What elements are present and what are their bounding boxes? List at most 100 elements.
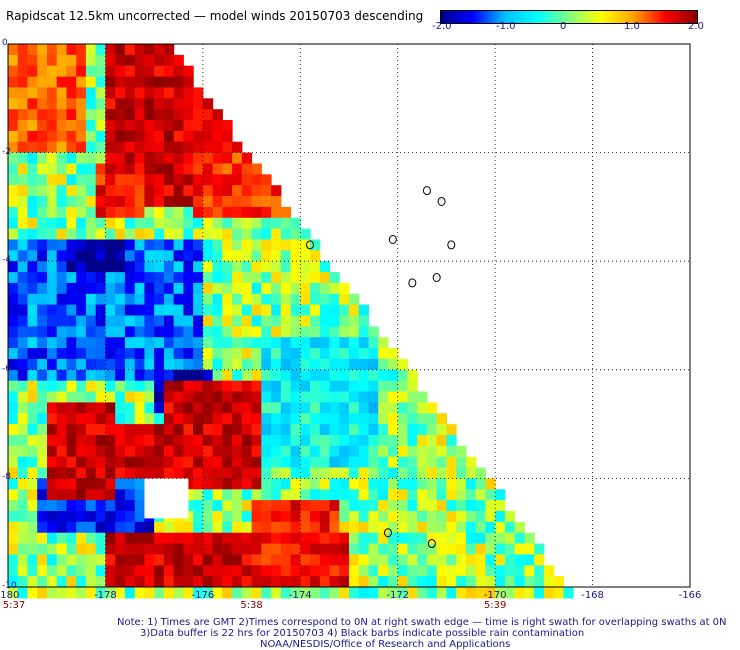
heat-cell xyxy=(310,500,321,512)
heat-cell xyxy=(417,435,428,447)
heat-cell xyxy=(251,261,262,273)
heat-cell xyxy=(300,565,311,577)
heat-cell xyxy=(310,272,321,284)
heat-cell xyxy=(27,587,38,599)
heat-cell xyxy=(417,543,428,556)
heat-cell xyxy=(27,174,38,186)
heat-cell xyxy=(8,130,19,143)
heat-cell xyxy=(212,445,223,458)
heat-cell xyxy=(124,98,136,110)
heat-cell xyxy=(193,337,204,349)
heat-cell xyxy=(134,304,145,317)
heat-cell xyxy=(66,261,77,273)
heat-cell xyxy=(37,348,48,360)
heat-cell xyxy=(85,445,97,458)
heat-cell xyxy=(426,565,438,577)
heat-cell xyxy=(27,141,38,154)
heat-cell xyxy=(329,272,340,284)
heat-cell xyxy=(349,565,360,577)
heat-cell xyxy=(222,413,233,425)
heat-cell xyxy=(241,521,253,534)
heat-cell xyxy=(47,250,58,262)
heat-cell xyxy=(222,315,233,327)
heat-cell xyxy=(446,576,457,588)
heat-cell xyxy=(76,565,87,577)
heat-cell xyxy=(388,369,399,382)
heat-cell xyxy=(426,532,438,545)
heat-cell xyxy=(202,130,214,143)
heat-cell xyxy=(310,565,321,577)
heat-cell xyxy=(163,282,175,295)
heat-cell xyxy=(261,369,272,382)
heat-cell xyxy=(241,163,253,175)
heat-cell xyxy=(85,120,97,132)
heat-cell xyxy=(241,391,253,403)
heat-cell xyxy=(222,130,233,143)
heat-cell xyxy=(85,174,97,186)
heat-cell xyxy=(8,228,19,241)
heat-cell xyxy=(8,402,19,414)
heat-cell xyxy=(56,358,67,371)
heat-cell xyxy=(154,87,165,99)
heat-cell xyxy=(183,489,194,501)
heat-cell xyxy=(339,467,350,479)
heat-cell xyxy=(47,272,58,284)
heat-cell xyxy=(232,500,243,512)
heat-cell xyxy=(115,76,126,89)
heat-cell xyxy=(271,358,282,371)
heat-cell xyxy=(251,424,262,436)
heat-cell xyxy=(310,261,321,273)
heat-cell xyxy=(300,326,311,338)
heat-cell xyxy=(134,554,145,566)
heat-cell xyxy=(124,141,136,154)
heat-cell xyxy=(251,511,262,523)
heat-cell xyxy=(329,467,340,479)
heat-cell xyxy=(368,576,379,588)
heat-cell xyxy=(115,435,126,447)
heat-cell xyxy=(388,445,399,458)
heat-cell xyxy=(27,315,38,327)
heat-cell xyxy=(183,348,194,360)
heat-cell xyxy=(17,293,28,306)
heat-cell xyxy=(232,358,243,371)
heat-cell xyxy=(8,239,19,251)
heat-cell xyxy=(47,315,58,327)
heat-cell xyxy=(37,576,48,588)
heat-cell xyxy=(17,141,28,154)
heat-cell xyxy=(154,413,165,425)
island-outline xyxy=(432,272,441,282)
heat-cell xyxy=(47,445,58,458)
heat-cell xyxy=(85,44,97,56)
heat-cell xyxy=(124,500,136,512)
heat-cell xyxy=(8,98,19,110)
heat-cell xyxy=(17,282,28,295)
heat-cell xyxy=(173,250,184,262)
heat-cell xyxy=(66,424,77,436)
heat-cell xyxy=(95,120,106,132)
heat-cell xyxy=(271,348,282,360)
heat-cell xyxy=(407,445,418,458)
heat-cell xyxy=(202,272,214,284)
heat-cell xyxy=(251,315,262,327)
heat-cell xyxy=(319,413,331,425)
heat-cell xyxy=(329,380,340,393)
heat-cell xyxy=(37,174,48,186)
heat-cell xyxy=(251,239,262,251)
heat-cell xyxy=(144,217,155,230)
heat-cell xyxy=(193,467,204,479)
heat-cell xyxy=(212,109,223,121)
heat-cell xyxy=(271,576,282,588)
heat-cell xyxy=(183,587,194,599)
heat-cell xyxy=(290,565,301,577)
island-outline xyxy=(388,234,397,244)
heat-cell xyxy=(56,532,67,545)
heat-cell xyxy=(105,163,116,175)
heat-cell xyxy=(358,467,369,479)
heat-cell xyxy=(173,435,184,447)
heat-cell xyxy=(193,174,204,186)
heat-cell xyxy=(27,152,38,165)
heat-cell xyxy=(280,337,292,349)
heat-cell xyxy=(319,500,331,512)
heat-cell xyxy=(193,424,204,436)
heat-cell xyxy=(27,120,38,132)
